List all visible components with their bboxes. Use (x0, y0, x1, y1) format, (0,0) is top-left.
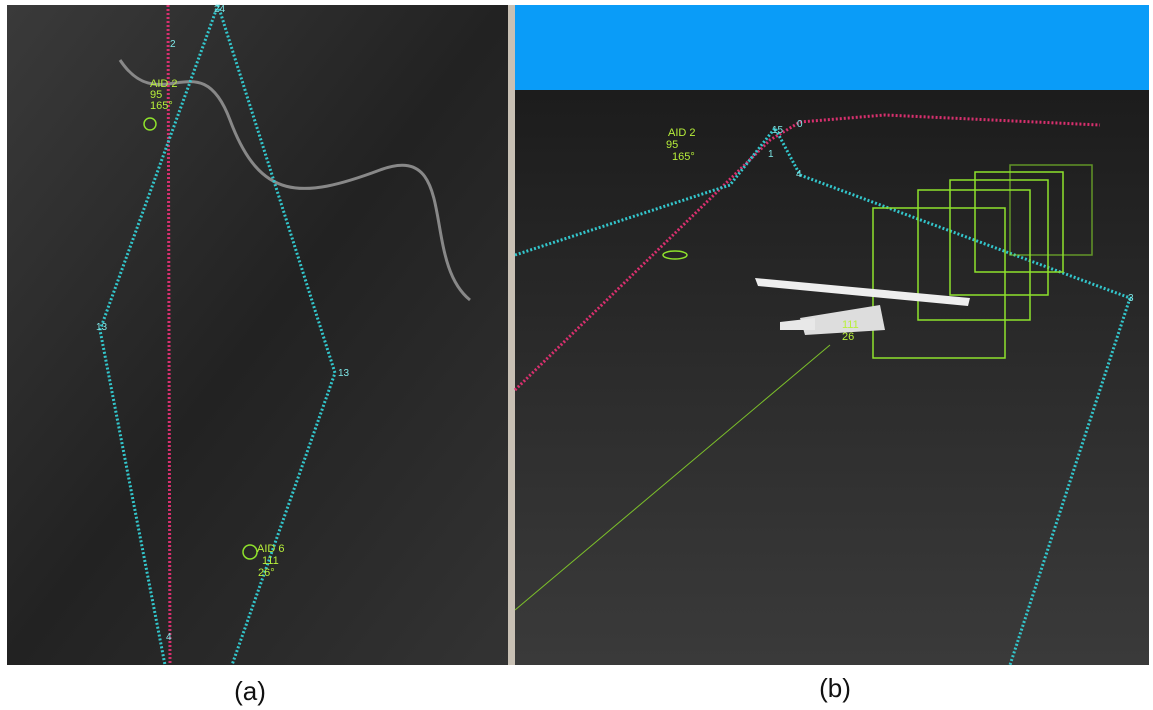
waypoint: 13 (338, 368, 350, 379)
altitude: 95 (666, 139, 678, 151)
panel-b: AID 2 95 165° 15 0 1 4 3 111 26 (515, 5, 1149, 665)
panel-a: 24 2 AID 2 95 165° 13 13 AID 6 111 26° 4 (7, 4, 508, 665)
sky (515, 5, 1149, 90)
caption: (b) (819, 673, 851, 703)
map-view (7, 5, 508, 665)
waypoint: 1 (768, 149, 774, 160)
figure: 24 2 AID 2 95 165° 13 13 AID 6 111 26° 4… (0, 0, 1153, 710)
waypoint: 3 (1128, 293, 1134, 304)
waypoint: 4 (796, 169, 802, 180)
divider (508, 5, 515, 665)
altitude: 111 (262, 555, 279, 567)
heading: 165° (672, 151, 695, 163)
caption: (a) (234, 676, 266, 706)
aircraft-id: AID 6 (257, 543, 285, 555)
waypoint: 24 (214, 4, 226, 15)
waypoint: 4 (166, 632, 172, 643)
waypoint: 2 (170, 39, 176, 50)
aircraft-id: AID 2 (668, 127, 696, 139)
waypoint: 13 (96, 322, 108, 333)
heading: 165° (150, 100, 173, 112)
waypoint: 15 (772, 125, 784, 136)
waypoint: 0 (797, 119, 803, 130)
terrain (515, 90, 1149, 665)
heading: 26° (258, 567, 275, 579)
heading: 26 (842, 331, 854, 343)
altitude: 111 (842, 319, 859, 331)
